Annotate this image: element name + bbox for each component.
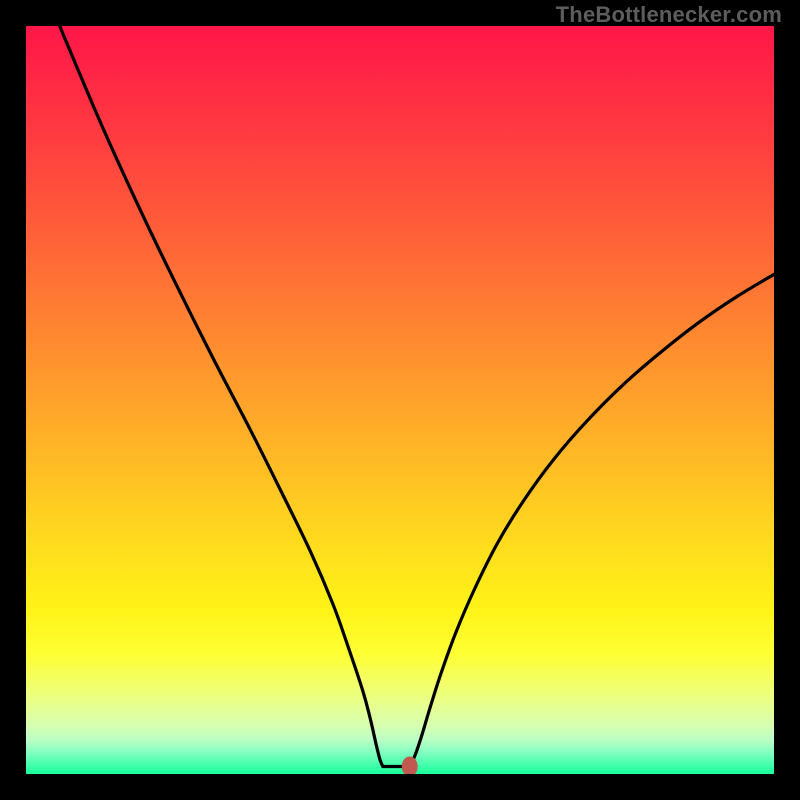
- watermark-text: TheBottlenecker.com: [556, 2, 782, 28]
- gradient-background: [26, 26, 774, 774]
- figure-outer: TheBottlenecker.com: [0, 0, 800, 800]
- plot-svg: [26, 26, 774, 774]
- valley-marker: [402, 757, 417, 774]
- plot-area: [26, 26, 774, 774]
